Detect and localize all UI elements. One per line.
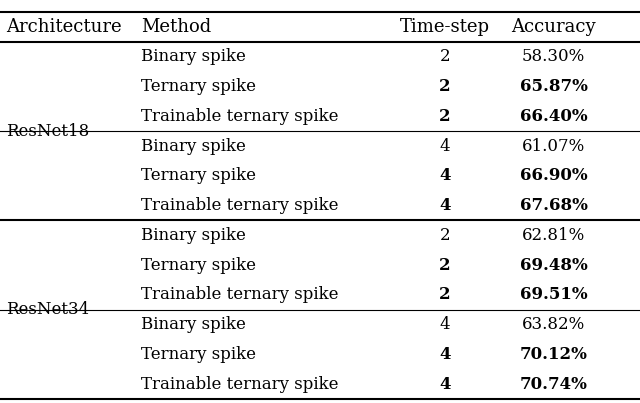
Text: ResNet34: ResNet34 xyxy=(6,301,90,318)
Text: 66.40%: 66.40% xyxy=(520,108,588,125)
Text: 2: 2 xyxy=(439,108,451,125)
Text: Accuracy: Accuracy xyxy=(511,18,596,36)
Text: 65.87%: 65.87% xyxy=(520,78,588,95)
Text: Ternary spike: Ternary spike xyxy=(141,167,256,184)
Text: 70.12%: 70.12% xyxy=(520,346,588,363)
Text: 2: 2 xyxy=(439,78,451,95)
Text: 66.90%: 66.90% xyxy=(520,167,588,184)
Text: 67.68%: 67.68% xyxy=(520,197,588,214)
Text: Architecture: Architecture xyxy=(6,18,122,36)
Text: Trainable ternary spike: Trainable ternary spike xyxy=(141,197,339,214)
Text: 62.81%: 62.81% xyxy=(522,227,585,244)
Text: 2: 2 xyxy=(440,48,450,65)
Text: 69.48%: 69.48% xyxy=(520,257,588,274)
Text: 2: 2 xyxy=(439,257,451,274)
Text: Ternary spike: Ternary spike xyxy=(141,346,256,363)
Text: Trainable ternary spike: Trainable ternary spike xyxy=(141,286,339,303)
Text: Trainable ternary spike: Trainable ternary spike xyxy=(141,108,339,125)
Text: Ternary spike: Ternary spike xyxy=(141,78,256,95)
Text: Method: Method xyxy=(141,18,211,36)
Text: 2: 2 xyxy=(439,286,451,303)
Text: Trainable ternary spike: Trainable ternary spike xyxy=(141,376,339,393)
Text: ResNet18: ResNet18 xyxy=(6,123,90,139)
Text: Ternary spike: Ternary spike xyxy=(141,257,256,274)
Text: 2: 2 xyxy=(440,227,450,244)
Text: Time-step: Time-step xyxy=(400,18,490,36)
Text: 4: 4 xyxy=(440,316,450,333)
Text: Binary spike: Binary spike xyxy=(141,137,246,154)
Text: 69.51%: 69.51% xyxy=(520,286,588,303)
Text: Binary spike: Binary spike xyxy=(141,227,246,244)
Text: 63.82%: 63.82% xyxy=(522,316,585,333)
Text: 61.07%: 61.07% xyxy=(522,137,585,154)
Text: 4: 4 xyxy=(439,376,451,393)
Text: Binary spike: Binary spike xyxy=(141,48,246,65)
Text: Binary spike: Binary spike xyxy=(141,316,246,333)
Text: 58.30%: 58.30% xyxy=(522,48,585,65)
Text: 4: 4 xyxy=(439,197,451,214)
Text: 4: 4 xyxy=(440,137,450,154)
Text: 4: 4 xyxy=(439,167,451,184)
Text: 70.74%: 70.74% xyxy=(520,376,588,393)
Text: 4: 4 xyxy=(439,346,451,363)
